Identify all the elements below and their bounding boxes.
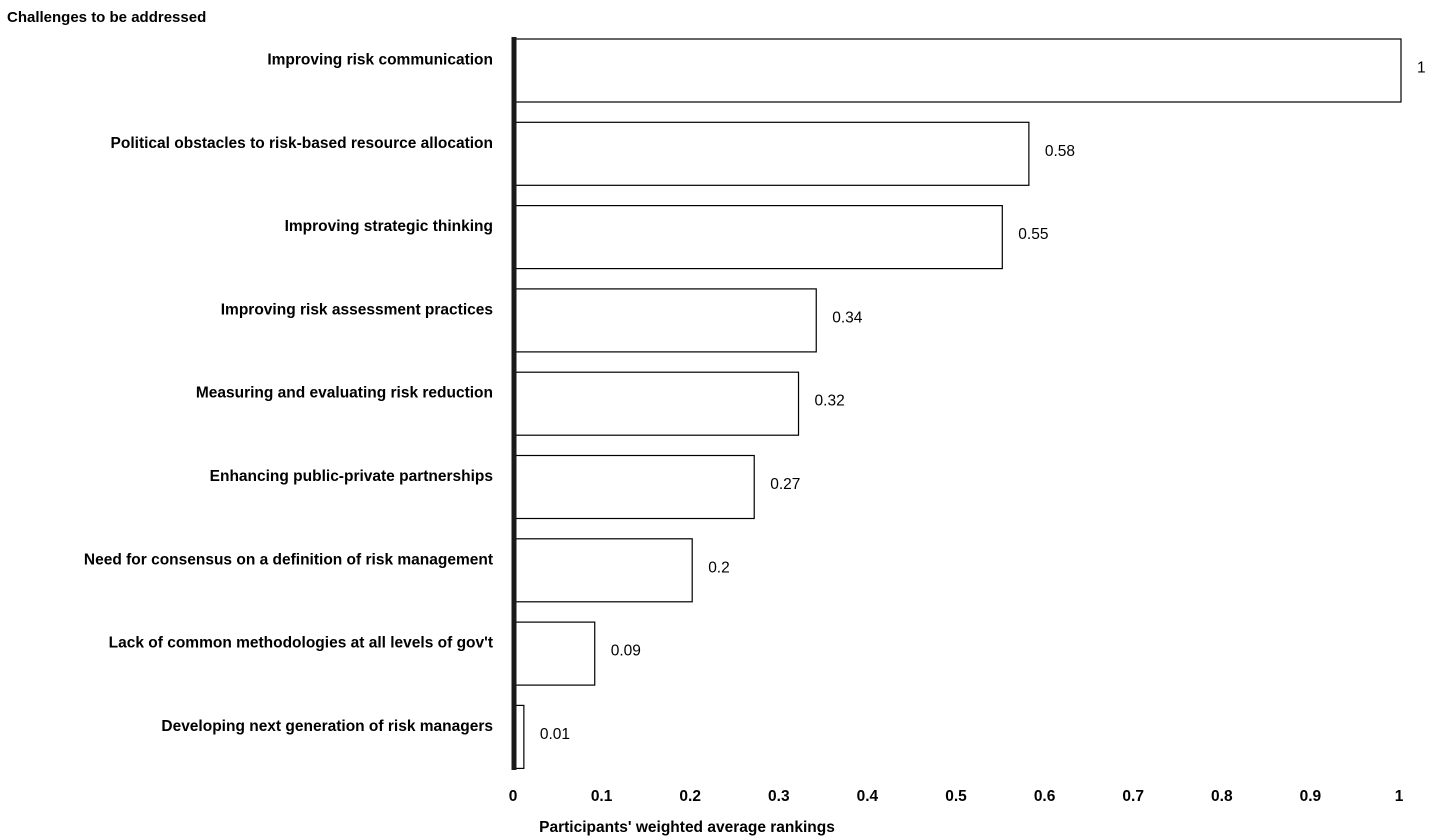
x-tick-label: 0.4	[857, 788, 879, 805]
value-label: 0.2	[708, 559, 730, 576]
x-tick-label: 0.7	[1122, 788, 1144, 805]
category-labels: Improving risk communication Political ob…	[84, 52, 493, 735]
category-label: Improving strategic thinking	[285, 218, 493, 235]
x-tick-label: 0.6	[1034, 788, 1056, 805]
value-label: 1	[1417, 60, 1426, 77]
x-tick-label: 0.1	[591, 788, 613, 805]
x-tick-label: 1	[1395, 788, 1404, 805]
bar	[514, 538, 693, 603]
bar	[514, 454, 755, 520]
category-label: Measuring and evaluating risk reduction	[196, 385, 493, 402]
category-label: Lack of common methodologies at all leve…	[109, 635, 493, 652]
x-tick-label: 0.5	[945, 788, 967, 805]
x-tick-label: 0	[509, 788, 518, 805]
bar	[514, 205, 1003, 270]
x-tick-label: 0.8	[1211, 788, 1233, 805]
bar	[514, 38, 1402, 103]
x-tick-labels: 0 0.1 0.2 0.3 0.4 0.5 0.6 0.7 0.8 0.9 1	[509, 788, 1404, 805]
x-tick-label: 0.2	[679, 788, 701, 805]
x-axis-title: Participants' weighted average rankings	[539, 819, 835, 836]
value-label: 0.34	[832, 309, 863, 326]
value-label: 0.09	[611, 643, 641, 660]
category-label: Improving risk communication	[267, 52, 493, 69]
category-label: Developing next generation of risk manag…	[161, 718, 493, 735]
value-label: 0.32	[815, 393, 845, 410]
value-label: 0.27	[770, 476, 800, 493]
chart-title: Challenges to be addressed	[7, 9, 206, 26]
value-label: 0.55	[1018, 226, 1048, 243]
bar	[514, 371, 800, 436]
category-label: Improving risk assessment practices	[221, 301, 493, 318]
category-label: Political obstacles to risk-based resour…	[111, 135, 493, 152]
bar	[514, 121, 1030, 186]
x-tick-label: 0.9	[1300, 788, 1322, 805]
value-label: 0.01	[540, 726, 570, 743]
value-label: 0.58	[1045, 143, 1075, 160]
category-label: Enhancing public-private partnerships	[210, 468, 493, 485]
bars-layer	[514, 38, 1402, 770]
bar	[514, 621, 596, 686]
bar	[514, 288, 817, 353]
value-labels: 1 0.58 0.55 0.34 0.32 0.27 0.2 0.09 0.01	[540, 60, 1426, 743]
x-tick-label: 0.3	[768, 788, 790, 805]
category-label: Need for consensus on a definition of ri…	[84, 551, 493, 568]
